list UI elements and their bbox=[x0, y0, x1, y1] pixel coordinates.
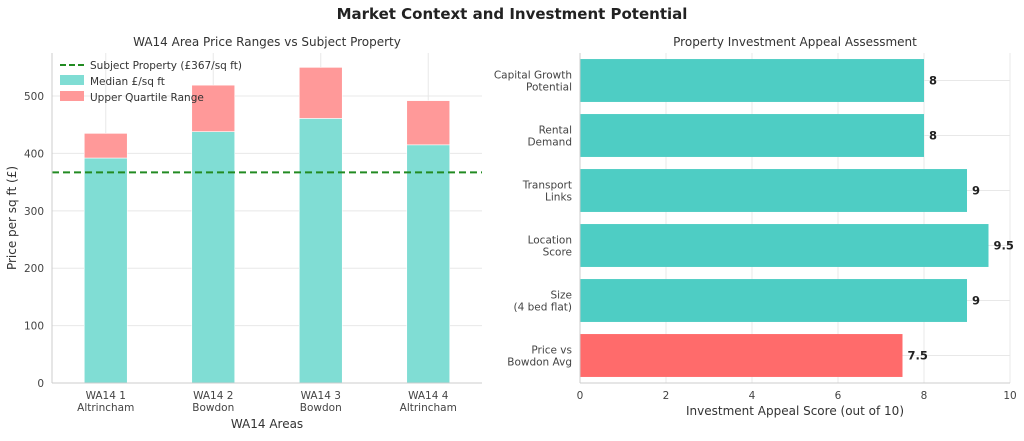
bar-median bbox=[406, 144, 451, 384]
legend-subject-label: Subject Property (£367/sq ft) bbox=[90, 60, 242, 72]
appeal-bar bbox=[580, 334, 903, 377]
bar-value-label: 7.5 bbox=[908, 349, 928, 363]
x-tick-label: WA14 2 Bowdon bbox=[192, 390, 234, 414]
x-tick-label: 0 bbox=[577, 390, 584, 402]
y-tick-label: Transport Links bbox=[522, 180, 572, 204]
x-tick-label: 4 bbox=[749, 390, 756, 402]
bar-value-label: 9 bbox=[972, 294, 980, 308]
x-tick-label: WA14 4 Altrincham bbox=[400, 390, 457, 414]
y-tick-label: 0 bbox=[37, 378, 44, 390]
bar-median bbox=[298, 118, 343, 384]
legend-upper-label: Upper Quartile Range bbox=[90, 92, 204, 104]
appeal-bar bbox=[580, 224, 989, 267]
bar-value-label: 9.5 bbox=[994, 239, 1014, 253]
y-tick-label: Location Score bbox=[528, 235, 572, 259]
figure-title: Market Context and Investment Potential bbox=[337, 5, 688, 23]
bar-value-label: 8 bbox=[929, 74, 937, 88]
bar-upper-quartile bbox=[191, 84, 236, 132]
y-tick-label: 500 bbox=[24, 91, 44, 103]
bar-upper-quartile bbox=[406, 100, 451, 146]
legend-upper-swatch bbox=[60, 91, 84, 101]
appeal-bar bbox=[580, 114, 924, 157]
bar-upper-quartile bbox=[298, 67, 343, 119]
right-x-axis-label: Investment Appeal Score (out of 10) bbox=[686, 404, 904, 418]
legend-median-label: Median £/sq ft bbox=[90, 76, 165, 88]
bar-value-label: 8 bbox=[929, 129, 937, 143]
x-tick-label: WA14 1 Altrincham bbox=[77, 390, 134, 414]
left-chart-title: WA14 Area Price Ranges vs Subject Proper… bbox=[133, 35, 401, 49]
appeal-bar bbox=[580, 59, 924, 102]
right-chart-title: Property Investment Appeal Assessment bbox=[673, 35, 917, 49]
bar-value-label: 9 bbox=[972, 184, 980, 198]
legend-median-swatch bbox=[60, 75, 84, 85]
y-tick-label: Price vs Bowdon Avg bbox=[507, 345, 572, 369]
y-tick-label: Size (4 bed flat) bbox=[513, 290, 572, 314]
y-tick-label: Rental Demand bbox=[527, 125, 572, 149]
x-tick-label: 10 bbox=[1003, 390, 1016, 402]
appeal-bar bbox=[580, 169, 967, 212]
left-y-axis-label: Price per sq ft (£) bbox=[5, 166, 19, 270]
y-tick-label: 200 bbox=[24, 263, 44, 275]
y-tick-label: 300 bbox=[24, 206, 44, 218]
bar-upper-quartile bbox=[83, 133, 128, 159]
bar-median bbox=[191, 131, 236, 384]
x-tick-label: 8 bbox=[921, 390, 928, 402]
x-tick-label: WA14 3 Bowdon bbox=[300, 390, 342, 414]
appeal-bar bbox=[580, 279, 967, 322]
y-tick-label: Capital Growth Potential bbox=[494, 70, 572, 94]
y-tick-label: 100 bbox=[24, 321, 44, 333]
x-tick-label: 6 bbox=[835, 390, 842, 402]
y-tick-label: 400 bbox=[24, 148, 44, 160]
x-tick-label: 2 bbox=[663, 390, 670, 402]
left-x-axis-label: WA14 Areas bbox=[231, 417, 303, 431]
bar-median bbox=[83, 157, 128, 384]
